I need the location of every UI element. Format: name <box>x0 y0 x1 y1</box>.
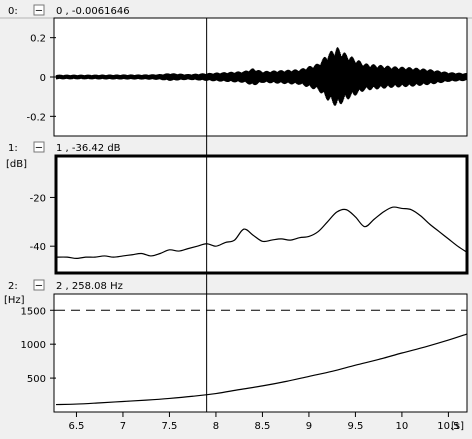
x-tick-label: 7 <box>120 421 126 432</box>
panel-2-index: 2: <box>8 281 18 292</box>
x-tick-label: 8.5 <box>254 421 270 432</box>
x-tick-label: 9 <box>306 421 312 432</box>
x-tick-label: 10.5 <box>437 421 459 432</box>
panel-0-plot[interactable] <box>53 17 468 137</box>
panel-1-y-ticks: -20 -40 <box>30 193 56 253</box>
panel-2-readout: 2 , 258.08 Hz <box>56 281 123 292</box>
y-tick-label: 0 <box>40 73 46 84</box>
y-tick-label: 1500 <box>21 306 46 317</box>
minus-icon: − <box>35 143 43 154</box>
panel-2-collapse-button[interactable]: − <box>33 279 45 292</box>
x-tick-label: 9.5 <box>347 421 363 432</box>
y-tick-label: -0.2 <box>26 112 46 123</box>
y-tick-label: -40 <box>30 242 46 253</box>
pitch-series <box>55 333 468 406</box>
time-axis: 6.5 7 7.5 8 8.5 9 9.5 10 10.5 <box>69 412 460 432</box>
panel-0-y-ticks: 0.2 0 -0.2 <box>26 34 56 123</box>
panel-0-collapse-button[interactable]: − <box>33 4 45 17</box>
time-axis-unit: [s] <box>451 421 464 432</box>
panel-0-readout: 0 , -0.0061646 <box>56 6 130 17</box>
panel-2-unit: [Hz] <box>4 295 25 306</box>
panel-1-index: 1: <box>8 143 18 154</box>
x-tick-label: 6.5 <box>69 421 85 432</box>
panel-1-readout: 1 , -36.42 dB <box>56 143 121 154</box>
panel-0-index: 0: <box>8 6 18 17</box>
x-tick-label: 10 <box>396 421 409 432</box>
y-tick-label: 500 <box>27 374 46 385</box>
x-tick-label: 8 <box>213 421 219 432</box>
minus-icon: − <box>35 281 43 292</box>
y-tick-label: -20 <box>30 193 46 204</box>
panel-1-unit: [dB] <box>6 159 27 170</box>
waveform-series <box>55 47 468 106</box>
panel-1-plot[interactable] <box>54 154 469 275</box>
y-tick-label: 0.2 <box>30 34 46 45</box>
y-tick-label: 1000 <box>21 340 46 351</box>
x-tick-label: 7.5 <box>161 421 177 432</box>
intensity-series <box>55 206 468 259</box>
minus-icon: − <box>35 6 43 17</box>
panel-1-collapse-button[interactable]: − <box>33 141 45 154</box>
panel-1-header: 1: − 1 , -36.42 dB [dB] <box>6 141 121 170</box>
panel-2-header: 2: − 2 , 258.08 Hz [Hz] <box>4 279 123 306</box>
panel-2-y-ticks: 1500 1000 500 <box>21 306 56 385</box>
panel-0-header: 0: − 0 , -0.0061646 <box>8 4 130 17</box>
panel-2-plot[interactable] <box>53 293 468 413</box>
